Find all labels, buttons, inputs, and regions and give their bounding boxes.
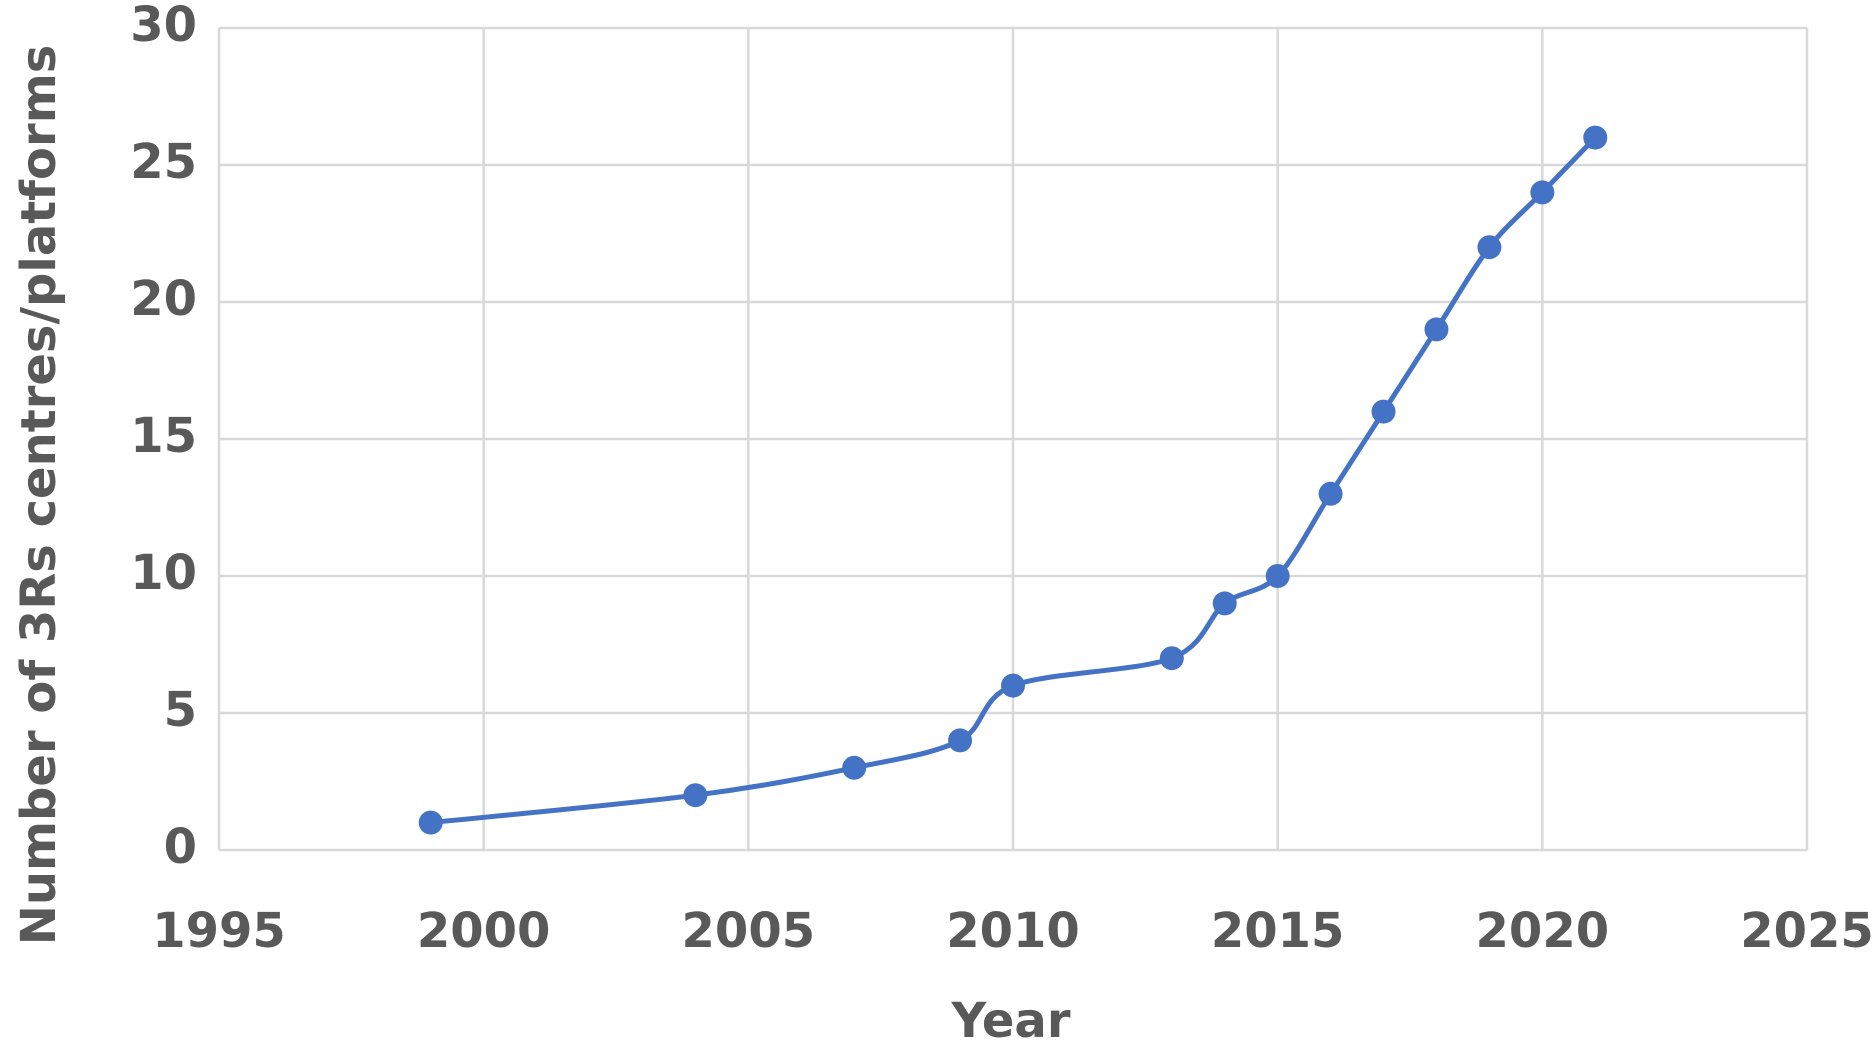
y-tick-label: 30: [130, 0, 197, 53]
data-point: [683, 783, 708, 808]
data-point: [1265, 564, 1290, 588]
data-point: [1530, 180, 1555, 205]
x-tick-label: 1995: [152, 903, 286, 959]
x-axis-label: Year: [951, 993, 1071, 1049]
data-point: [1477, 235, 1502, 260]
x-tick-label: 2000: [417, 903, 551, 959]
data-point: [1212, 591, 1237, 616]
data-point: [1371, 399, 1396, 424]
y-axis-label: Number of 3Rs centres/platforms: [11, 45, 67, 946]
y-tick-label: 25: [130, 134, 197, 190]
x-tick-label: 2010: [946, 903, 1080, 959]
data-point: [1159, 646, 1184, 671]
data-point: [418, 810, 443, 835]
x-tick-label: 2005: [682, 903, 816, 959]
data-point: [1318, 481, 1343, 506]
x-tick-label: 2025: [1740, 903, 1874, 959]
y-tick-label: 20: [130, 271, 197, 327]
y-tick-label: 15: [130, 408, 197, 464]
data-point: [1424, 317, 1449, 342]
y-tick-label: 10: [130, 545, 197, 601]
x-tick-label: 2020: [1476, 903, 1610, 959]
data-point: [842, 755, 867, 780]
data-point: [1583, 125, 1608, 150]
data-point: [948, 728, 973, 753]
y-tick-label: 0: [164, 819, 197, 875]
x-tick-label: 2015: [1211, 903, 1345, 959]
y-tick-label: 5: [164, 682, 197, 738]
data-point: [1001, 673, 1025, 698]
